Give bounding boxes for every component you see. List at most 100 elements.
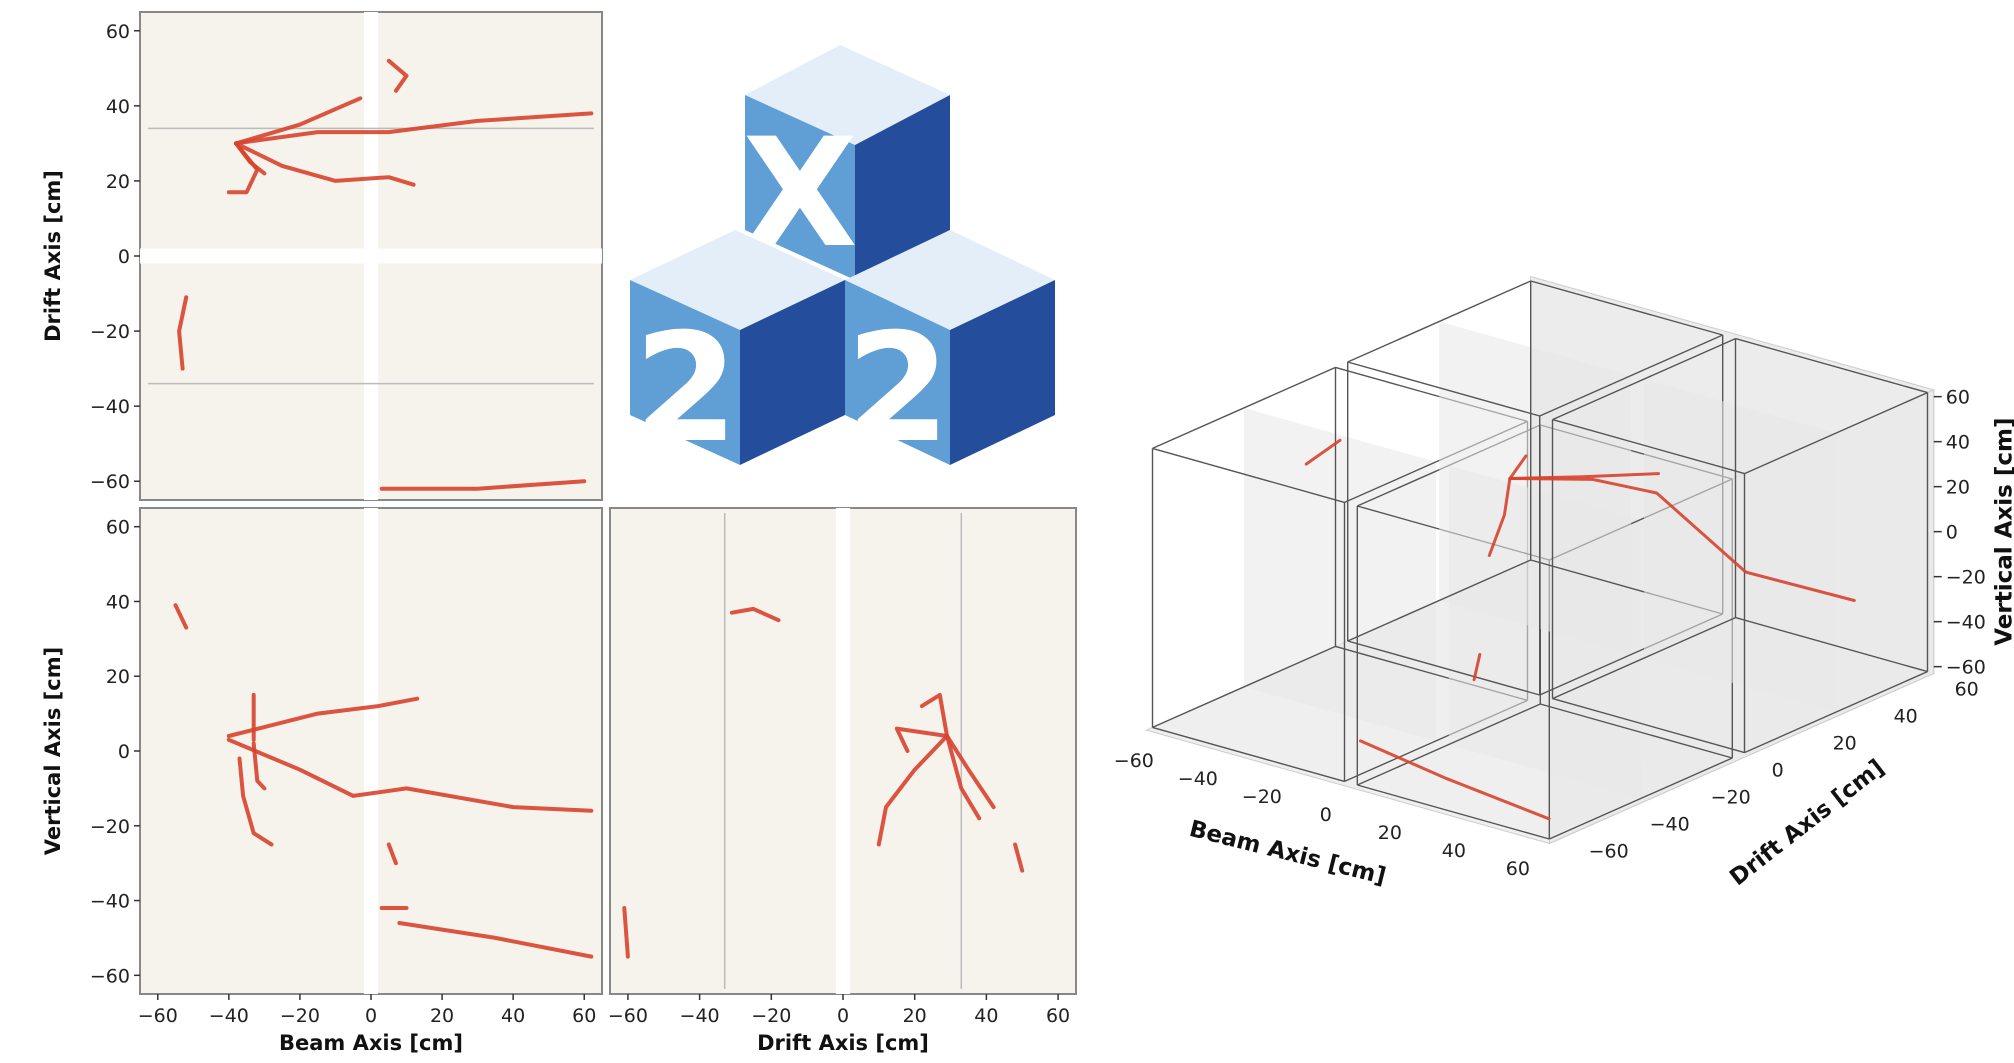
x-axis-label: Drift Axis [cm] [757,1031,929,1055]
track-5 [945,734,996,810]
y-axis-label: Vertical Axis [cm] [41,647,65,855]
vert-tick-label: −20 [1946,567,1986,589]
box-edge [1152,366,1336,450]
track-2 [234,141,416,187]
drift-tick-label: 60 [1955,678,1979,700]
y-tick-label: −40 [90,891,130,913]
cathode-plane [1439,321,1632,655]
box-edge [1347,640,1540,696]
track-7 [1013,842,1025,873]
panel-bottom-middle: −60 −40 −20 0 20 40 60 Drift Axis [cm] [608,507,1077,1055]
box-edge [1152,726,1345,783]
box-edge [1530,280,1723,336]
track-4 [894,726,949,753]
beam-tick-label: 0 [1320,804,1332,826]
cathode-plane [1244,407,1436,741]
track-0 [234,96,363,146]
x-axis-label: Beam Axis [cm] [279,1031,463,1055]
cathode-plane [1644,379,1836,713]
x-tick-label: −20 [751,1005,791,1027]
box-edge [1357,703,1541,786]
drift-tick-label: 20 [1833,732,1857,754]
y-tick-label: 40 [106,591,130,613]
track-8 [397,921,594,959]
y-tick-label: 20 [106,171,130,193]
x-tick-label: 40 [974,1005,998,1027]
y-tick-label: 60 [106,21,130,43]
x-tick-label: 60 [572,1005,596,1027]
panel-bottom-left: 60 40 20 0 −20 −40 −60 −60 −40 −20 0 20 40 60 Beam Axi… [41,507,603,1055]
track3d-2 [1487,477,1512,557]
x-tick-label: 20 [903,1005,927,1027]
track-1 [226,737,594,813]
x-tick-label: 0 [837,1005,849,1027]
box-edge [1735,337,1928,394]
logo-digit-left: 2 [634,302,738,476]
box-edge [1552,418,1745,475]
track-0 [226,696,420,738]
logo-digit-right: 2 [846,302,950,476]
track3d-3 [1508,454,1528,480]
x-tick-label: 60 [1046,1005,1070,1027]
track-5 [386,58,409,93]
module-gap-vertical [363,508,379,994]
track-7 [379,479,587,491]
track3d-6 [1359,739,1551,821]
track-6 [386,842,398,866]
box-edge [1540,703,1733,759]
drift-tick-label: −40 [1650,813,1690,835]
panel-top-left: 60 40 20 0 −20 −40 −60 Drift Axis [cm] [41,11,603,501]
y-axis-label: Drift Axis [cm] [41,170,65,342]
module-box-3 [1551,337,1929,754]
box-edge [1152,645,1336,729]
y-tick-label: −40 [90,396,130,418]
drift-tick-label: 40 [1894,705,1918,727]
box-edge [1549,757,1733,840]
track3d-1 [1508,472,1660,480]
x-tick-label: 40 [501,1005,525,1027]
beam-axis-label: Beam Axis [cm] [1187,816,1389,890]
box-edge [1552,697,1745,754]
y-tick-label: −20 [90,816,130,838]
vert-tick-label: 40 [1946,432,1970,454]
beam-tick-label: −40 [1178,768,1218,790]
beam-tick-label: 60 [1506,858,1530,880]
box-edge [1552,616,1736,700]
y-tick-label: −60 [90,965,130,987]
drift-tick-label: −60 [1589,840,1629,862]
beam-tick-label: 20 [1378,822,1402,844]
logo-cube-right: 2 [845,230,1055,476]
box-edge [1552,337,1736,421]
module-gap-horizontal [140,248,602,264]
logo-cube-left: 2 [630,230,845,476]
track-4 [237,756,274,847]
y-tick-label: 0 [118,741,130,763]
y-tick-label: 20 [106,666,130,688]
x-tick-label: −40 [680,1005,720,1027]
box-edge [1735,616,1928,673]
beam-tick-label: 40 [1442,840,1466,862]
y-tick-label: 0 [118,246,130,268]
beam-tick-label: −20 [1242,786,1282,808]
track-1 [234,111,594,146]
x-tick-label: −60 [138,1005,178,1027]
box-edge [1744,391,1928,475]
track-6 [622,906,630,959]
x-tick-label: 0 [365,1005,377,1027]
box-edge [1744,670,1928,754]
y-tick-label: 60 [106,517,130,539]
drift-tick-label: 0 [1772,759,1784,781]
module-gap-vertical [835,508,851,994]
y-tick-label: −60 [90,471,130,493]
box-edge [1347,559,1531,642]
box-edge [1347,361,1540,417]
track-0 [729,606,781,623]
track-6 [177,295,189,371]
y-tick-label: −20 [90,321,130,343]
vert-tick-label: 60 [1946,387,1970,409]
track3d-5 [1472,653,1482,682]
drift-axis-label: Drift Axis [cm] [1725,755,1889,891]
track-4 [234,141,267,176]
